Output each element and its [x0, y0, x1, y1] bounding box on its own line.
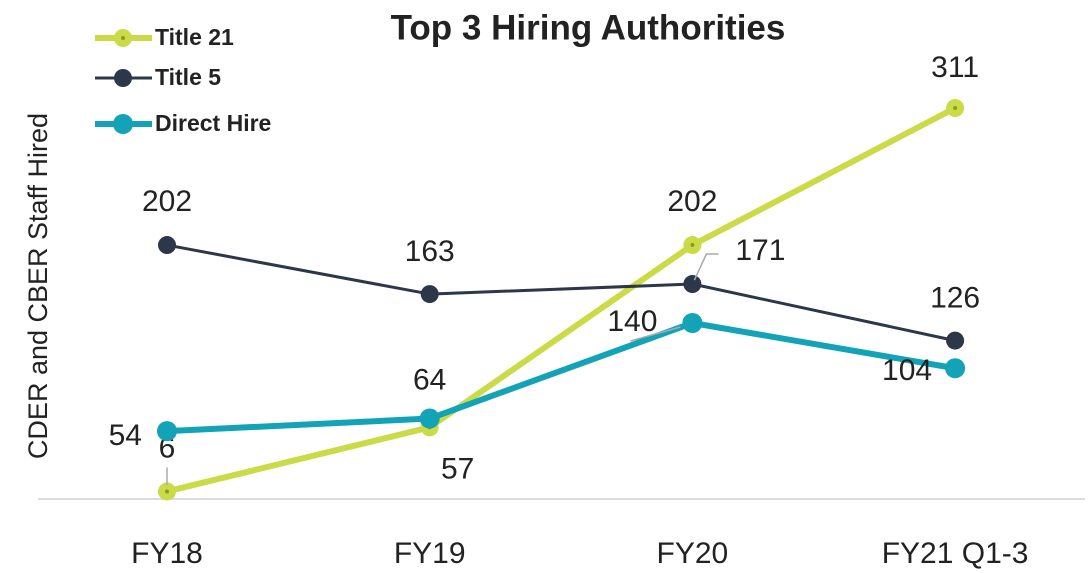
y-axis-label: CDER and CBER Staff Hired: [23, 113, 53, 459]
point-marker: [157, 421, 177, 442]
data-label: 57: [441, 452, 474, 485]
x-tick-label: FY19: [394, 537, 466, 570]
data-label: 311: [931, 51, 979, 84]
data-label: 163: [405, 235, 455, 268]
data-label: 202: [142, 185, 192, 218]
leader-line: [630, 326, 681, 342]
marker-dot: [690, 243, 695, 248]
data-label: 104: [882, 354, 932, 387]
point-marker: [158, 236, 176, 255]
data-label: 54: [109, 419, 142, 452]
series-line: [166, 243, 956, 343]
series-line: [166, 320, 956, 435]
point-marker: [419, 408, 440, 429]
legend-marker-dot: [121, 36, 125, 40]
legend-marker: [114, 69, 132, 87]
x-tick-label: FY20: [657, 537, 729, 570]
legend-label: Title 21: [155, 24, 234, 50]
legend-marker: [113, 114, 133, 134]
point-marker: [682, 313, 703, 333]
series-line: [166, 105, 957, 495]
marker-dot: [953, 106, 958, 111]
chart-title: Top 3 Hiring Authorities: [391, 8, 786, 47]
leader-line: [693, 253, 719, 281]
point-marker: [420, 285, 439, 304]
data-label: 171: [735, 234, 785, 267]
data-label: 64: [413, 363, 446, 396]
x-tick-label: FY21 Q1-3: [882, 537, 1029, 570]
data-label: 202: [667, 185, 717, 218]
point-marker: [683, 275, 702, 294]
point-marker: [945, 358, 966, 379]
point-marker: [946, 331, 965, 350]
legend-label: Title 5: [155, 64, 221, 90]
marker-dot: [165, 489, 169, 494]
x-tick-label: FY18: [131, 537, 203, 570]
legend-label: Direct Hire: [155, 110, 271, 136]
data-label: 140: [607, 305, 657, 338]
data-label: 126: [930, 282, 980, 315]
